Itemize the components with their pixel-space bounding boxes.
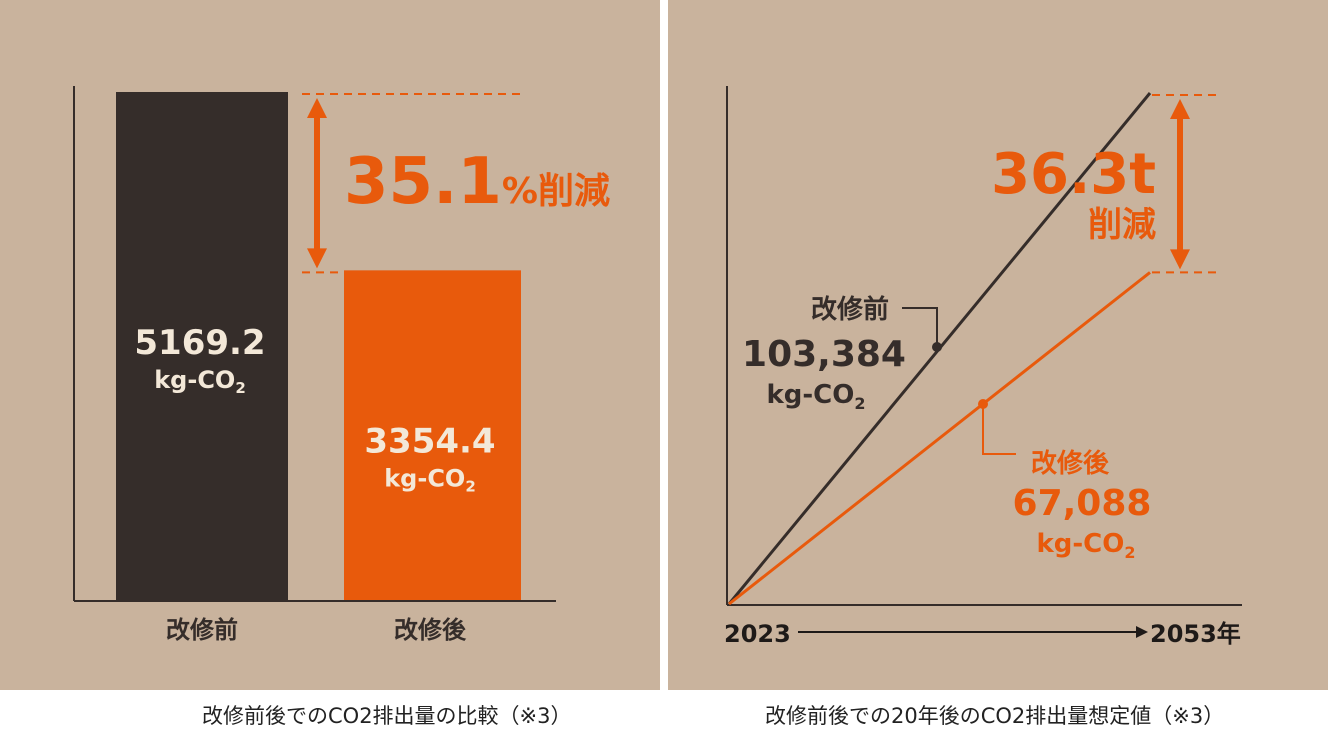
reduction-arrowhead-top — [1170, 99, 1190, 119]
timeline-arrowhead — [1136, 626, 1148, 638]
series-value-before: 103,384 — [742, 334, 906, 375]
line-chart-panel: 36.3t 削減 改修前 103,384 kg-CO2 改修後 67,088 k… — [668, 0, 1328, 690]
bar-after-value-label: 3354.4 — [364, 421, 495, 461]
callout-leader-after — [982, 404, 1016, 455]
bar-chart-panel: 5169.2 kg-CO2 3354.4 kg-CO2 改修前 改修後 35.1… — [0, 0, 660, 690]
reduction-arrowhead-bottom — [307, 248, 327, 269]
caption-left: 改修前後でのCO2排出量の比較（※3） — [202, 704, 572, 728]
bar-before-value-label: 5169.2 — [134, 323, 265, 363]
bar-before — [116, 92, 288, 600]
series-label-after: 改修後 — [1031, 448, 1110, 479]
series-value-after: 67,088 — [1013, 483, 1152, 524]
series-unit-after: kg-CO2 — [1036, 529, 1135, 562]
reduction-arrowhead-bottom — [1170, 249, 1190, 270]
bar-after — [344, 270, 521, 600]
reduction-label: 35.1%削減 — [344, 145, 610, 219]
series-line-after — [728, 271, 1151, 606]
x-start-label: 2023 — [724, 620, 791, 648]
bar-before-unit-label: kg-CO2 — [154, 366, 246, 397]
category-label-before: 改修前 — [166, 616, 238, 644]
reduction-value: 35.1 — [344, 145, 502, 219]
bar-after-unit-label: kg-CO2 — [384, 464, 476, 495]
series-label-before: 改修前 — [811, 294, 889, 325]
series-unit-before: kg-CO2 — [766, 380, 865, 413]
bar-chart: 5169.2 kg-CO2 3354.4 kg-CO2 改修前 改修後 35.1… — [73, 86, 610, 644]
reduction-suffix: %削減 — [502, 171, 610, 212]
reduction-arrowhead-top — [307, 98, 327, 118]
reduction-value: 36.3t — [991, 142, 1156, 207]
line-chart: 36.3t 削減 改修前 103,384 kg-CO2 改修後 67,088 k… — [724, 86, 1242, 648]
category-label-after: 改修後 — [394, 616, 467, 644]
callout-leader-before — [902, 307, 938, 347]
x-end-label: 2053年 — [1150, 620, 1241, 648]
reduction-suffix: 削減 — [1088, 205, 1156, 245]
caption-right: 改修前後での20年後のCO2排出量想定値（※3） — [765, 704, 1225, 728]
